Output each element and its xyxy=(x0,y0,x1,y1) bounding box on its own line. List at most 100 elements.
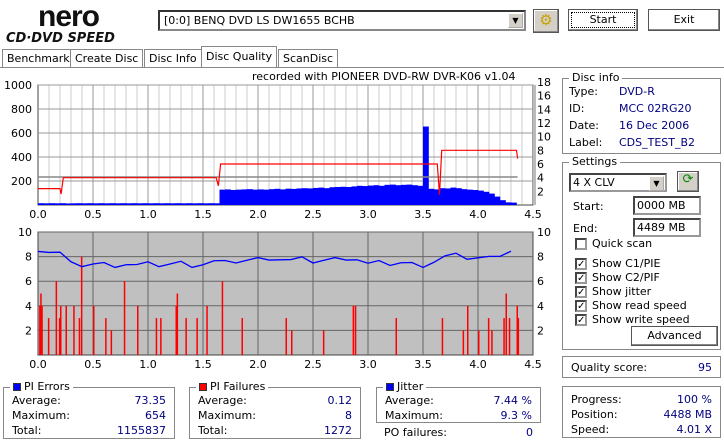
start-button[interactable]: Start xyxy=(568,9,638,31)
stat-label: Average: xyxy=(12,394,61,407)
y-tick-label: 6 xyxy=(25,275,32,288)
pif-bar xyxy=(65,305,67,355)
pie-bar xyxy=(219,189,226,205)
drive-info-button[interactable]: ⚙ xyxy=(533,9,559,33)
x-tick-label: 3.5 xyxy=(414,358,432,371)
pif-bar xyxy=(285,318,287,355)
chart-caption: recorded with PIONEER DVD-RW DVR-K06 v1.… xyxy=(252,70,516,83)
pie-bar xyxy=(241,189,248,205)
pie-bar xyxy=(500,200,506,205)
y2-tick-label: 4 xyxy=(537,300,544,313)
start-input[interactable]: 0000 MB xyxy=(633,196,701,215)
jitter-legend: Jitter xyxy=(383,380,427,393)
settings-title: Settings xyxy=(569,155,621,168)
drive-select[interactable]: [0:0] BENQ DVD LS DW1655 BCHB ▼ xyxy=(158,10,526,31)
x-tick-label: 1.0 xyxy=(139,208,157,221)
exit-button[interactable]: Exit xyxy=(648,9,720,31)
end-input[interactable]: 4489 MB xyxy=(633,218,701,237)
stat-value: 100 % xyxy=(677,393,712,406)
disc-info-value: CDS_TEST_B2 xyxy=(619,136,696,149)
stat-label: Average: xyxy=(198,394,247,407)
pie-bar xyxy=(208,203,215,205)
checkbox-box[interactable]: ✓ xyxy=(575,313,587,326)
pie-bar xyxy=(181,203,187,205)
x-tick-label: 3.0 xyxy=(359,208,377,221)
refresh-button[interactable]: ⟳ xyxy=(677,171,699,192)
stat-label: Speed: xyxy=(571,423,610,436)
pie-bar xyxy=(439,188,446,205)
checkbox-box[interactable] xyxy=(575,237,587,250)
pie-bar xyxy=(472,190,479,205)
pie-bar xyxy=(313,187,319,205)
charts-area: 0.0 0.5 1.0 1.5 2.0 2.5 3.0 3.5 4.0 4.5 200 400 600 8… xyxy=(4,76,551,371)
pif-bar xyxy=(352,305,355,355)
pie-bar xyxy=(395,185,402,205)
pif-bar xyxy=(55,281,58,355)
checkbox-box[interactable]: ✓ xyxy=(575,271,587,284)
tab-benchmark[interactable]: Benchmark xyxy=(2,49,75,68)
y-tick-label: 800 xyxy=(11,103,32,116)
pif-bar xyxy=(487,318,490,355)
tab-scandisc[interactable]: ScanDisc xyxy=(278,49,339,68)
stat-label: Maximum: xyxy=(385,409,443,422)
pif-bar xyxy=(462,330,465,355)
y-tick-label: 2 xyxy=(25,324,32,337)
chevron-down-icon[interactable]: ▼ xyxy=(508,13,523,28)
checkbox-show-jitter[interactable]: ✓ Show jitter xyxy=(575,285,651,298)
chevron-down-icon[interactable]: ▼ xyxy=(649,176,664,191)
stat-label: Average: xyxy=(385,394,434,407)
pie-bar xyxy=(76,203,83,205)
x-tick-label: 2.0 xyxy=(249,208,267,221)
quality-score-label: Quality score: xyxy=(571,361,648,374)
stat-value: 8 xyxy=(345,409,352,422)
pie-bar xyxy=(186,203,193,205)
pi-failures-row: Average: 0.12 xyxy=(198,394,352,407)
checkbox-show-c1-pie[interactable]: ✓ Show C1/PIE xyxy=(575,257,660,270)
x-tick-label: 4.0 xyxy=(469,208,487,221)
tab-disc-info[interactable]: Disc Info xyxy=(144,49,202,68)
checkbox-box[interactable]: ✓ xyxy=(575,285,587,298)
pie-bar xyxy=(291,188,297,205)
pie-bar xyxy=(368,185,374,205)
tab-disc-quality[interactable]: Disc Quality xyxy=(201,46,278,68)
checkbox-show-c2-pif[interactable]: ✓ Show C2/PIF xyxy=(575,271,660,284)
pie-bar xyxy=(483,191,490,205)
pie-bar xyxy=(329,187,336,205)
speed-select[interactable]: 4 X CLV ▼ xyxy=(569,173,667,192)
pie-bar xyxy=(153,203,160,205)
pie-bar xyxy=(373,185,380,205)
cd-dvd-speed-logo: CD·DVD SPEED xyxy=(6,31,115,46)
pie-bar xyxy=(390,184,396,205)
stat-label: Total: xyxy=(12,424,42,437)
checkbox-show-read-speed[interactable]: ✓ Show read speed xyxy=(575,299,687,312)
x-tick-label: 0.0 xyxy=(29,208,47,221)
progress-row: Position: 4488 MB xyxy=(571,408,712,421)
x-tick-label: 4.5 xyxy=(524,358,542,371)
pie-bar xyxy=(120,203,127,205)
pie-bar xyxy=(467,189,473,205)
stat-label: Total: xyxy=(198,424,228,437)
pif-bar xyxy=(478,330,480,355)
pie-bar xyxy=(252,189,259,205)
pie-bar xyxy=(384,184,391,205)
checkbox-box[interactable]: ✓ xyxy=(575,257,587,270)
pie-bar xyxy=(225,189,231,205)
y2-tick-label: 6 xyxy=(537,275,544,288)
advanced-button[interactable]: Advanced xyxy=(631,326,718,346)
pie-bar xyxy=(340,186,347,205)
checkbox-show-write-speed[interactable]: ✓ Show write speed xyxy=(575,313,690,326)
y2-tick-label: 4 xyxy=(537,172,544,185)
pie-bar xyxy=(71,203,77,205)
disc-info-row: Date: 16 Dec 2006 xyxy=(569,119,689,132)
tab-create-disc[interactable]: Create Disc xyxy=(70,49,144,68)
checkbox-box[interactable]: ✓ xyxy=(575,299,587,312)
stat-value: 654 xyxy=(145,409,166,422)
drive-info-icon: ⚙ xyxy=(539,11,553,29)
checkbox-quick-scan[interactable]: Quick scan xyxy=(575,237,652,250)
progress-row: Speed: 4.01 X xyxy=(571,423,712,436)
disc-info-label: Type: xyxy=(569,85,598,98)
plot-area xyxy=(37,84,534,206)
pif-bar xyxy=(241,318,243,355)
speed-select-value: 4 X CLV xyxy=(573,176,615,189)
pie-bar xyxy=(104,203,110,205)
